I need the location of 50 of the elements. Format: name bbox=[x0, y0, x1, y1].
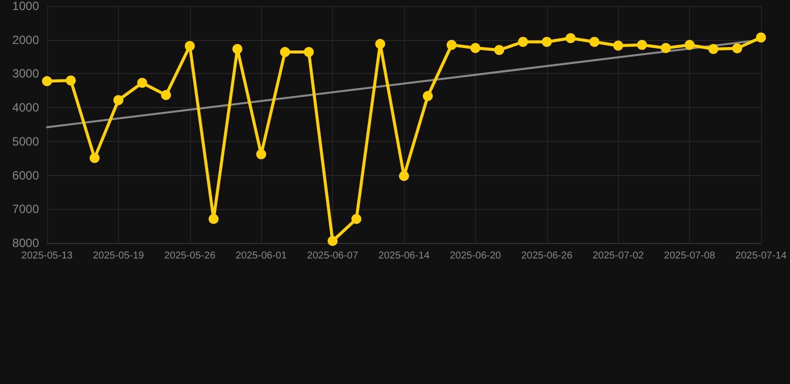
y-tick-label: 1000 bbox=[12, 0, 40, 13]
point bbox=[256, 149, 266, 160]
point bbox=[470, 42, 480, 53]
point bbox=[232, 44, 242, 54]
point bbox=[708, 44, 718, 54]
point bbox=[42, 76, 52, 86]
point bbox=[399, 170, 409, 181]
y-tick-label: 6000 bbox=[12, 168, 40, 182]
x-tick-label: 2025-06-20 bbox=[450, 250, 502, 262]
y-tick-label: 5000 bbox=[12, 134, 40, 148]
point bbox=[446, 40, 457, 50]
y-tick-label: 4000 bbox=[12, 100, 40, 115]
x-tick-label: 2025-06-07 bbox=[307, 250, 359, 262]
x-tick-label: 2025-07-14 bbox=[735, 250, 788, 262]
point bbox=[375, 38, 386, 49]
x-tick-label: 2025-06-14 bbox=[378, 250, 430, 262]
point bbox=[351, 214, 362, 224]
x-tick-label: 2025-05-26 bbox=[164, 250, 216, 262]
point bbox=[684, 40, 695, 50]
point bbox=[90, 153, 100, 164]
point bbox=[589, 36, 600, 47]
y-tick-label: 2000 bbox=[12, 32, 40, 47]
point bbox=[304, 47, 314, 58]
point bbox=[542, 36, 552, 47]
point bbox=[184, 40, 195, 51]
point bbox=[660, 42, 671, 53]
point bbox=[113, 95, 124, 106]
x-tick-label: 2025-05-19 bbox=[92, 250, 144, 262]
point bbox=[66, 75, 76, 86]
point bbox=[732, 43, 742, 54]
point bbox=[637, 40, 647, 50]
point bbox=[422, 91, 433, 102]
point bbox=[137, 78, 148, 88]
point bbox=[494, 45, 504, 56]
point bbox=[161, 90, 171, 100]
y-tick-label: 8000 bbox=[12, 236, 40, 250]
x-tick-label: 2025-06-01 bbox=[236, 250, 288, 262]
point bbox=[208, 214, 219, 224]
point bbox=[328, 236, 338, 246]
x-tick-label: 2025-07-08 bbox=[664, 250, 716, 262]
x-tick-label: 2025-06-26 bbox=[521, 250, 573, 262]
y-tick-label: 7000 bbox=[12, 202, 40, 216]
point bbox=[280, 47, 290, 58]
point bbox=[518, 36, 528, 47]
point bbox=[756, 32, 766, 42]
point bbox=[566, 33, 576, 44]
point bbox=[613, 40, 624, 51]
x-tick-label: 2025-07-02 bbox=[592, 250, 644, 262]
y-tick-label: 3000 bbox=[12, 66, 40, 81]
x-tick-label: 2025-05-13 bbox=[21, 250, 74, 262]
